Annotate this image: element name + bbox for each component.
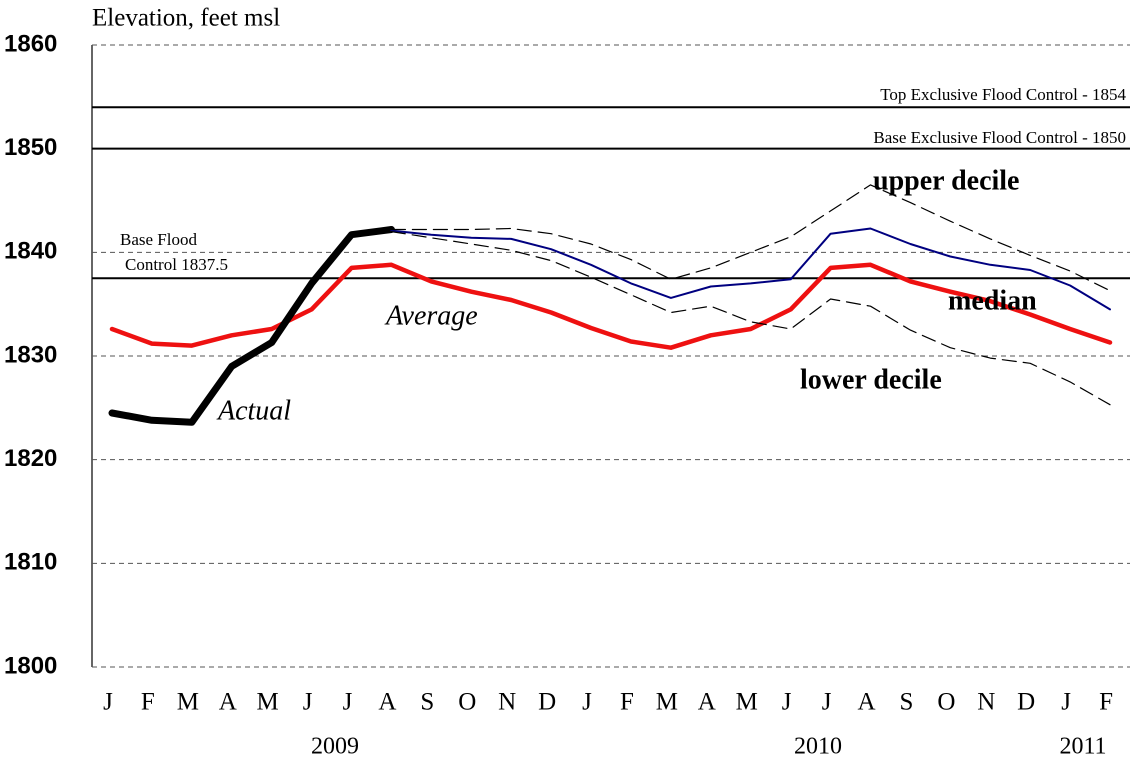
series-line (390, 184, 1111, 292)
x-tick-label: J (822, 689, 832, 716)
series-label: upper decile (873, 165, 1019, 196)
x-tick-label: J (103, 689, 113, 716)
year-label: 2011 (1059, 734, 1106, 760)
series-line (108, 226, 395, 426)
x-tick-label: D (1017, 689, 1035, 716)
y-tick-label: 1850 (4, 134, 57, 161)
x-tick-label: S (420, 689, 434, 716)
series-label: Actual (216, 395, 291, 426)
series-label: lower decile (800, 364, 942, 395)
x-tick-label: N (977, 689, 995, 716)
reference-label: Base Exclusive Flood Control - 1850 (873, 128, 1126, 147)
x-tick-label: O (937, 689, 955, 716)
y-tick-label: 1820 (4, 445, 57, 472)
x-tick-label: A (857, 689, 875, 716)
year-label: 2009 (311, 734, 359, 760)
y-tick-label: 1800 (4, 652, 57, 679)
x-tick-label: M (257, 689, 279, 716)
y-tick-label: 1860 (4, 30, 57, 57)
y-tick-label: 1810 (4, 549, 57, 576)
x-tick-label: M (177, 689, 199, 716)
x-tick-label: S (899, 689, 913, 716)
x-tick-label: J (582, 689, 592, 716)
series-label: Average (384, 300, 478, 331)
x-tick-label: M (736, 689, 758, 716)
x-tick-label: N (498, 689, 516, 716)
x-tick-label: O (458, 689, 476, 716)
year-label: 2010 (794, 734, 842, 760)
x-tick-label: F (1099, 689, 1113, 716)
x-tick-label: D (538, 689, 556, 716)
reference-label: Top Exclusive Flood Control - 1854 (880, 85, 1126, 104)
y-tick-label: 1830 (4, 341, 57, 368)
x-tick-label: A (219, 689, 237, 716)
x-tick-label: J (782, 689, 792, 716)
x-tick-label: J (343, 689, 353, 716)
series-line (390, 227, 1111, 311)
reference-label: Base Flood (120, 230, 197, 249)
x-tick-label: F (141, 689, 155, 716)
reference-label: Control 1837.5 (125, 255, 228, 274)
x-tick-label: A (378, 689, 396, 716)
y-axis-label: Elevation, feet msl (92, 5, 280, 32)
x-tick-label: A (698, 689, 716, 716)
x-tick-label: J (1061, 689, 1071, 716)
series-label: median (948, 285, 1037, 316)
series-line (109, 262, 1113, 350)
x-tick-label: J (303, 689, 313, 716)
y-tick-label: 1840 (4, 238, 57, 265)
x-tick-label: F (620, 689, 634, 716)
x-tick-label: M (656, 689, 678, 716)
series-line (390, 231, 1111, 406)
